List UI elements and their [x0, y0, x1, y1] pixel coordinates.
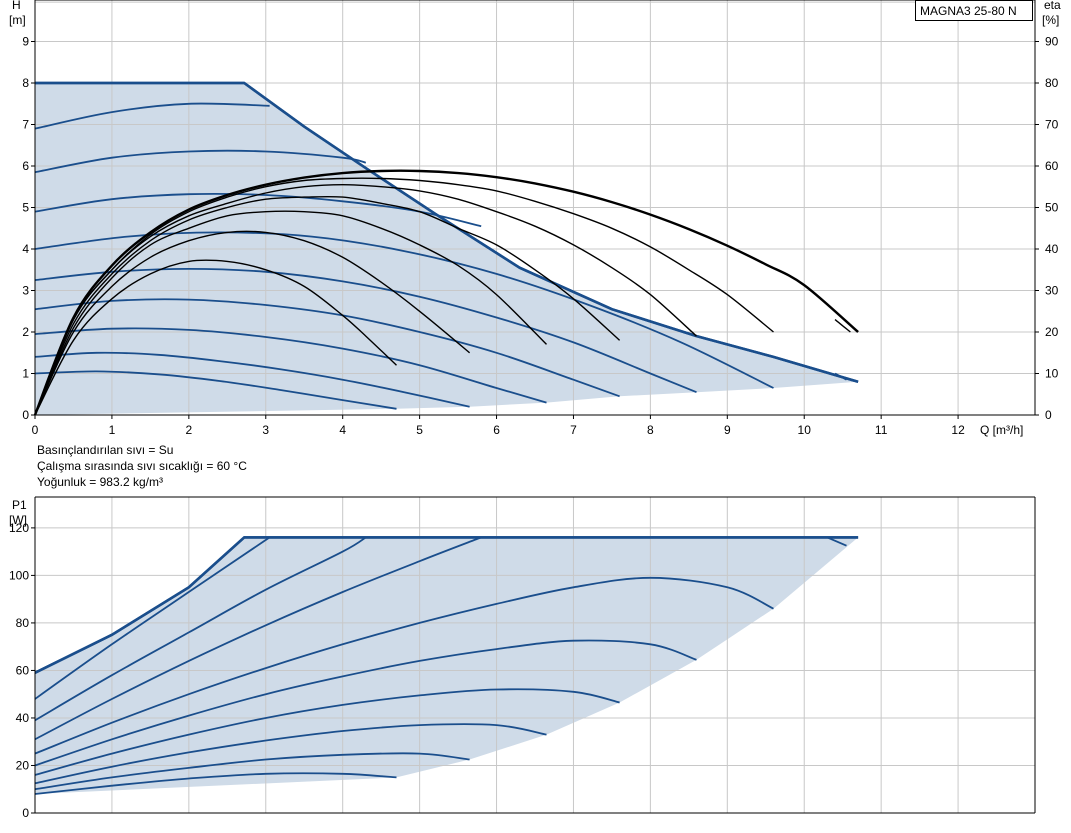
y2-tick-label: 30 — [1045, 284, 1059, 298]
speed-curve-3 — [34, 723, 547, 785]
efficiency-curve-2 — [34, 230, 471, 416]
speed-curve-9 — [34, 536, 271, 700]
y2-tick-label: 20 — [1045, 325, 1059, 339]
x-tick-label: 3 — [262, 423, 269, 437]
x-tick-label: 5 — [416, 423, 423, 437]
x-tick-label: 9 — [724, 423, 731, 437]
x-tick-label: 2 — [186, 423, 193, 437]
y-tick-label: 6 — [22, 159, 29, 173]
speed-curve-6 — [34, 231, 774, 389]
efficiency-curve-6 — [34, 177, 774, 416]
y-tick-label: 80 — [16, 616, 30, 630]
y-tick-label: 60 — [16, 663, 30, 677]
y2-axis-name: eta — [1044, 0, 1061, 12]
temperature-info-line: Çalışma sırasında sıvı sıcaklığı = 60 °C — [37, 459, 247, 473]
speed-curve-3 — [34, 327, 547, 404]
speed-curve-8 — [34, 149, 367, 174]
y-axis-unit: [m] — [9, 13, 26, 27]
y2-axis-unit: [%] — [1042, 13, 1059, 27]
speed-curve-2 — [34, 752, 470, 791]
operating-envelope-fill — [35, 537, 859, 794]
y2-tick-label: 50 — [1045, 201, 1059, 215]
grid — [35, 0, 1035, 415]
y-tick-label: 3 — [22, 284, 29, 298]
efficiency-curve-8 — [834, 319, 851, 333]
pump-model-label: MAGNA3 25-80 N — [915, 0, 1033, 21]
y-tick-label: 4 — [22, 242, 29, 256]
y2-tick-label: 0 — [1045, 408, 1052, 422]
y-tick-label: 0 — [22, 806, 29, 820]
y-tick-label: 7 — [22, 118, 29, 132]
y2-tick-label: 60 — [1045, 159, 1059, 173]
max-curve-outline — [34, 536, 859, 674]
power-chart-panel: 0 20 40 60 80 100 120 P1[W] — [9, 496, 1036, 820]
x-tick-label: 1 — [109, 423, 116, 437]
speed-curve-8 — [34, 536, 367, 722]
y-tick-label: 40 — [16, 711, 30, 725]
efficiency-curve-7 — [33, 169, 859, 416]
y-tick-label: 9 — [22, 35, 29, 49]
x-tick-label: 11 — [875, 423, 888, 437]
speed-curve-1 — [34, 772, 397, 795]
speed-curve-2 — [34, 351, 470, 408]
density-info-line: Yoğunluk = 983.2 kg/m³ — [37, 475, 163, 489]
y-tick-label: 100 — [9, 568, 29, 582]
y-tick-label: 1 — [22, 367, 29, 381]
efficiency-curve-1 — [34, 259, 397, 416]
x-axis-label: Q [m³/h] — [980, 423, 1023, 437]
y-tick-label: 20 — [16, 758, 30, 772]
speed-curve-5 — [34, 268, 697, 394]
x-tick-label: 4 — [339, 423, 346, 437]
max-curve-outline — [35, 81, 859, 384]
y-tick-label: 8 — [22, 76, 29, 90]
y-tick-label: 0 — [22, 408, 29, 422]
x-tick-label: 7 — [570, 423, 577, 437]
speed-curve-6 — [34, 576, 774, 755]
speed-curve-1 — [34, 370, 397, 410]
y2-tick-label: 70 — [1045, 118, 1059, 132]
y2-tick-label: 80 — [1045, 76, 1059, 90]
x-tick-label: 8 — [647, 423, 654, 437]
y-axis-unit: [W] — [9, 513, 27, 527]
speed-curve-5 — [34, 639, 697, 767]
y-tick-label: 120 — [9, 521, 29, 535]
y-tick-label: 2 — [22, 325, 29, 339]
x-tick-label: 0 — [32, 423, 39, 437]
efficiency-curve-5 — [34, 183, 697, 416]
y2-tick-label: 10 — [1045, 367, 1059, 381]
y2-tick-label: 90 — [1045, 35, 1059, 49]
fluid-info-line: Basınçlandırılan sıvı = Su — [37, 443, 174, 457]
speed-curve-4 — [34, 688, 620, 776]
efficiency-curve-4 — [34, 195, 621, 416]
y2-tick-label: 40 — [1045, 242, 1059, 256]
y-tick-label: 5 — [22, 201, 29, 215]
x-tick-label: 10 — [798, 423, 812, 437]
speed-curve-9 — [34, 102, 270, 130]
y-axis-name: P1 — [12, 498, 27, 512]
efficiency-curve-3 — [34, 210, 547, 416]
y-axis-name: H — [12, 0, 21, 12]
x-tick-label: 12 — [951, 423, 965, 437]
x-tick-label: 6 — [493, 423, 500, 437]
speed-curve-7 — [34, 536, 482, 741]
